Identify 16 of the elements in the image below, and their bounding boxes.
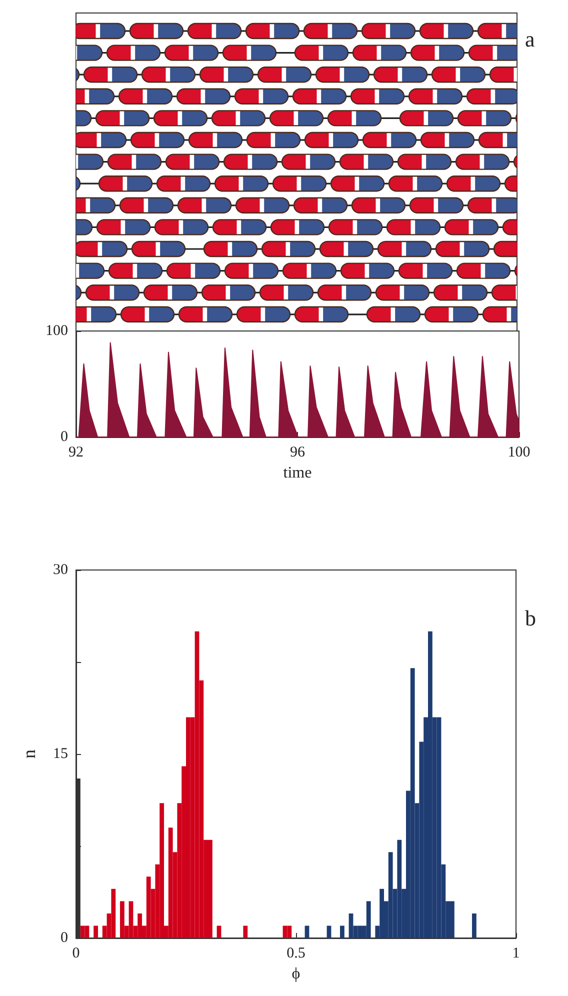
x-tick-label: 92 — [68, 444, 84, 460]
x-tick-label: 1 — [512, 946, 520, 962]
y-axis-title: n — [19, 750, 39, 758]
y-tick-label: 0 — [60, 930, 68, 946]
x-tick-label: 100 — [508, 444, 530, 460]
y-tick-label: 100 — [46, 323, 68, 339]
x-axis-title: time — [283, 464, 312, 482]
y-tick-label: 30 — [53, 562, 68, 578]
x-tick-label: 96 — [290, 444, 306, 460]
text: b — [525, 606, 536, 630]
y-tick-label: 0 — [60, 429, 68, 445]
x-axis-title: ϕ — [292, 966, 300, 982]
x-tick-label: 0 — [72, 946, 80, 962]
x-tick-label: 0.5 — [286, 946, 306, 962]
y-tick-label: 15 — [53, 746, 68, 762]
text: a — [525, 26, 535, 52]
